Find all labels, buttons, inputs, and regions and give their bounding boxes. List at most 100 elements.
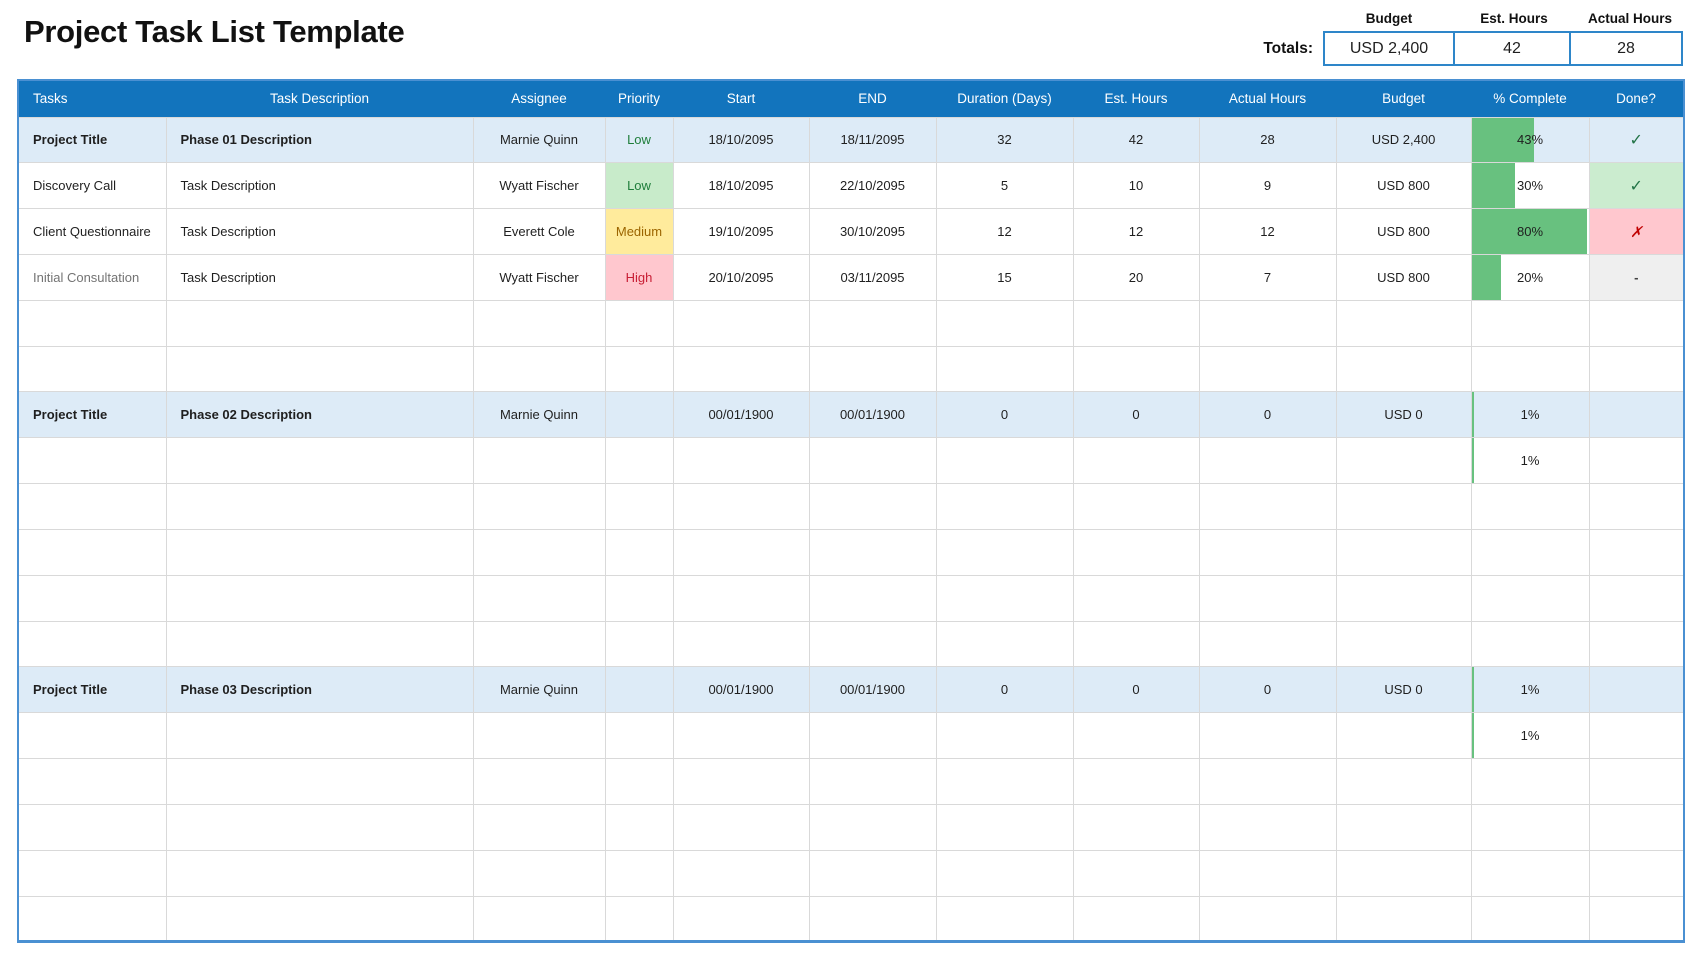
cell-budget-row-18[interactable] [1335,895,1472,943]
column-header-assignee[interactable]: Assignee [473,80,605,117]
cell-start-row-13[interactable]: 00/01/1900 [672,666,810,714]
cell-desc-row-6[interactable] [165,345,474,393]
cell-actual-row-3[interactable]: 12 [1198,208,1337,255]
cell-start-row-9[interactable] [672,483,810,530]
cell-done-row-15[interactable] [1588,758,1685,805]
cell-desc-row-4[interactable]: Task Description [165,253,474,301]
column-header-est[interactable]: Est. Hours [1073,80,1199,117]
cell-desc-row-8[interactable] [165,437,474,485]
cell-actual-row-5[interactable] [1198,299,1337,347]
cell-duration-row-15[interactable] [935,758,1074,805]
cell-end-row-15[interactable] [808,758,937,805]
cell-duration-row-11[interactable] [935,574,1074,622]
cell-end-row-2[interactable]: 22/10/2095 [808,162,937,210]
cell-start-row-3[interactable]: 19/10/2095 [672,208,810,255]
cell-est-row-15[interactable] [1072,758,1200,805]
cell-duration-row-18[interactable] [935,895,1074,943]
cell-budget-row-11[interactable] [1335,574,1472,622]
cell-desc-row-9[interactable] [165,483,474,530]
cell-end-row-14[interactable] [808,712,937,760]
cell-done-row-17[interactable] [1588,849,1685,897]
done-dash-icon-row-4[interactable]: - [1588,253,1685,301]
cell-budget-row-15[interactable] [1335,758,1472,805]
cell-duration-row-1[interactable]: 32 [935,116,1074,164]
column-header-desc[interactable]: Task Description [166,80,473,117]
cell-duration-row-6[interactable] [935,345,1074,393]
cell-start-row-17[interactable] [672,849,810,897]
cell-est-row-8[interactable] [1072,437,1200,485]
cell-task-row-11[interactable] [17,574,167,622]
cell-duration-row-5[interactable] [935,299,1074,347]
cell-desc-row-17[interactable] [165,849,474,897]
cell-actual-row-2[interactable]: 9 [1198,162,1337,210]
cell-budget-row-12[interactable] [1335,620,1472,668]
cell-priority-row-10[interactable] [604,528,674,576]
cell-desc-row-1[interactable]: Phase 01 Description [165,116,474,164]
cell-end-row-6[interactable] [808,345,937,393]
cell-end-row-5[interactable] [808,299,937,347]
cell-task-row-1[interactable]: Project Title [17,116,167,164]
cell-task-row-10[interactable] [17,528,167,576]
column-header-task[interactable]: Tasks [18,80,166,117]
cell-assignee-row-7[interactable]: Marnie Quinn [472,391,606,439]
cell-task-row-14[interactable] [17,712,167,760]
cell-pct-row-5[interactable] [1470,299,1590,347]
cell-assignee-row-6[interactable] [472,345,606,393]
cell-start-row-5[interactable] [672,299,810,347]
done-x-icon-row-3[interactable]: ✗ [1588,208,1685,255]
cell-budget-row-10[interactable] [1335,528,1472,576]
cell-end-row-16[interactable] [808,803,937,851]
cell-start-row-6[interactable] [672,345,810,393]
cell-budget-row-5[interactable] [1335,299,1472,347]
cell-assignee-row-14[interactable] [472,712,606,760]
cell-priority-row-3[interactable]: Medium [604,208,674,255]
cell-task-row-4[interactable]: Initial Consultation [17,253,167,301]
cell-est-row-7[interactable]: 0 [1072,391,1200,439]
cell-assignee-row-8[interactable] [472,437,606,485]
cell-end-row-4[interactable]: 03/11/2095 [808,253,937,301]
cell-start-row-15[interactable] [672,758,810,805]
cell-pct-row-18[interactable] [1470,895,1590,943]
cell-task-row-3[interactable]: Client Questionnaire [17,208,167,255]
cell-pct-row-13[interactable]: 1% [1470,666,1590,714]
cell-est-row-9[interactable] [1072,483,1200,530]
cell-desc-row-5[interactable] [165,299,474,347]
column-header-budget[interactable]: Budget [1336,80,1471,117]
done-check-icon-row-1[interactable]: ✓ [1588,116,1685,164]
cell-budget-row-17[interactable] [1335,849,1472,897]
cell-budget-row-9[interactable] [1335,483,1472,530]
cell-duration-row-9[interactable] [935,483,1074,530]
cell-pct-row-7[interactable]: 1% [1470,391,1590,439]
cell-actual-row-8[interactable] [1198,437,1337,485]
cell-done-row-10[interactable] [1588,528,1685,576]
cell-desc-row-13[interactable]: Phase 03 Description [165,666,474,714]
cell-start-row-12[interactable] [672,620,810,668]
cell-actual-row-15[interactable] [1198,758,1337,805]
cell-budget-row-7[interactable]: USD 0 [1335,391,1472,439]
cell-start-row-11[interactable] [672,574,810,622]
cell-desc-row-12[interactable] [165,620,474,668]
cell-task-row-17[interactable] [17,849,167,897]
cell-start-row-2[interactable]: 18/10/2095 [672,162,810,210]
cell-est-row-17[interactable] [1072,849,1200,897]
cell-task-row-2[interactable]: Discovery Call [17,162,167,210]
cell-desc-row-14[interactable] [165,712,474,760]
totals-est-hours-value[interactable]: 42 [1453,31,1571,66]
cell-est-row-2[interactable]: 10 [1072,162,1200,210]
cell-actual-row-4[interactable]: 7 [1198,253,1337,301]
cell-actual-row-11[interactable] [1198,574,1337,622]
cell-priority-row-11[interactable] [604,574,674,622]
totals-actual-hours-value[interactable]: 28 [1569,31,1683,66]
cell-est-row-3[interactable]: 12 [1072,208,1200,255]
cell-task-row-13[interactable]: Project Title [17,666,167,714]
cell-est-row-5[interactable] [1072,299,1200,347]
cell-priority-row-17[interactable] [604,849,674,897]
cell-est-row-14[interactable] [1072,712,1200,760]
cell-budget-row-16[interactable] [1335,803,1472,851]
cell-actual-row-14[interactable] [1198,712,1337,760]
cell-duration-row-10[interactable] [935,528,1074,576]
cell-est-row-12[interactable] [1072,620,1200,668]
cell-pct-row-4[interactable]: 20% [1470,253,1590,301]
cell-pct-row-9[interactable] [1470,483,1590,530]
cell-pct-row-1[interactable]: 43% [1470,116,1590,164]
